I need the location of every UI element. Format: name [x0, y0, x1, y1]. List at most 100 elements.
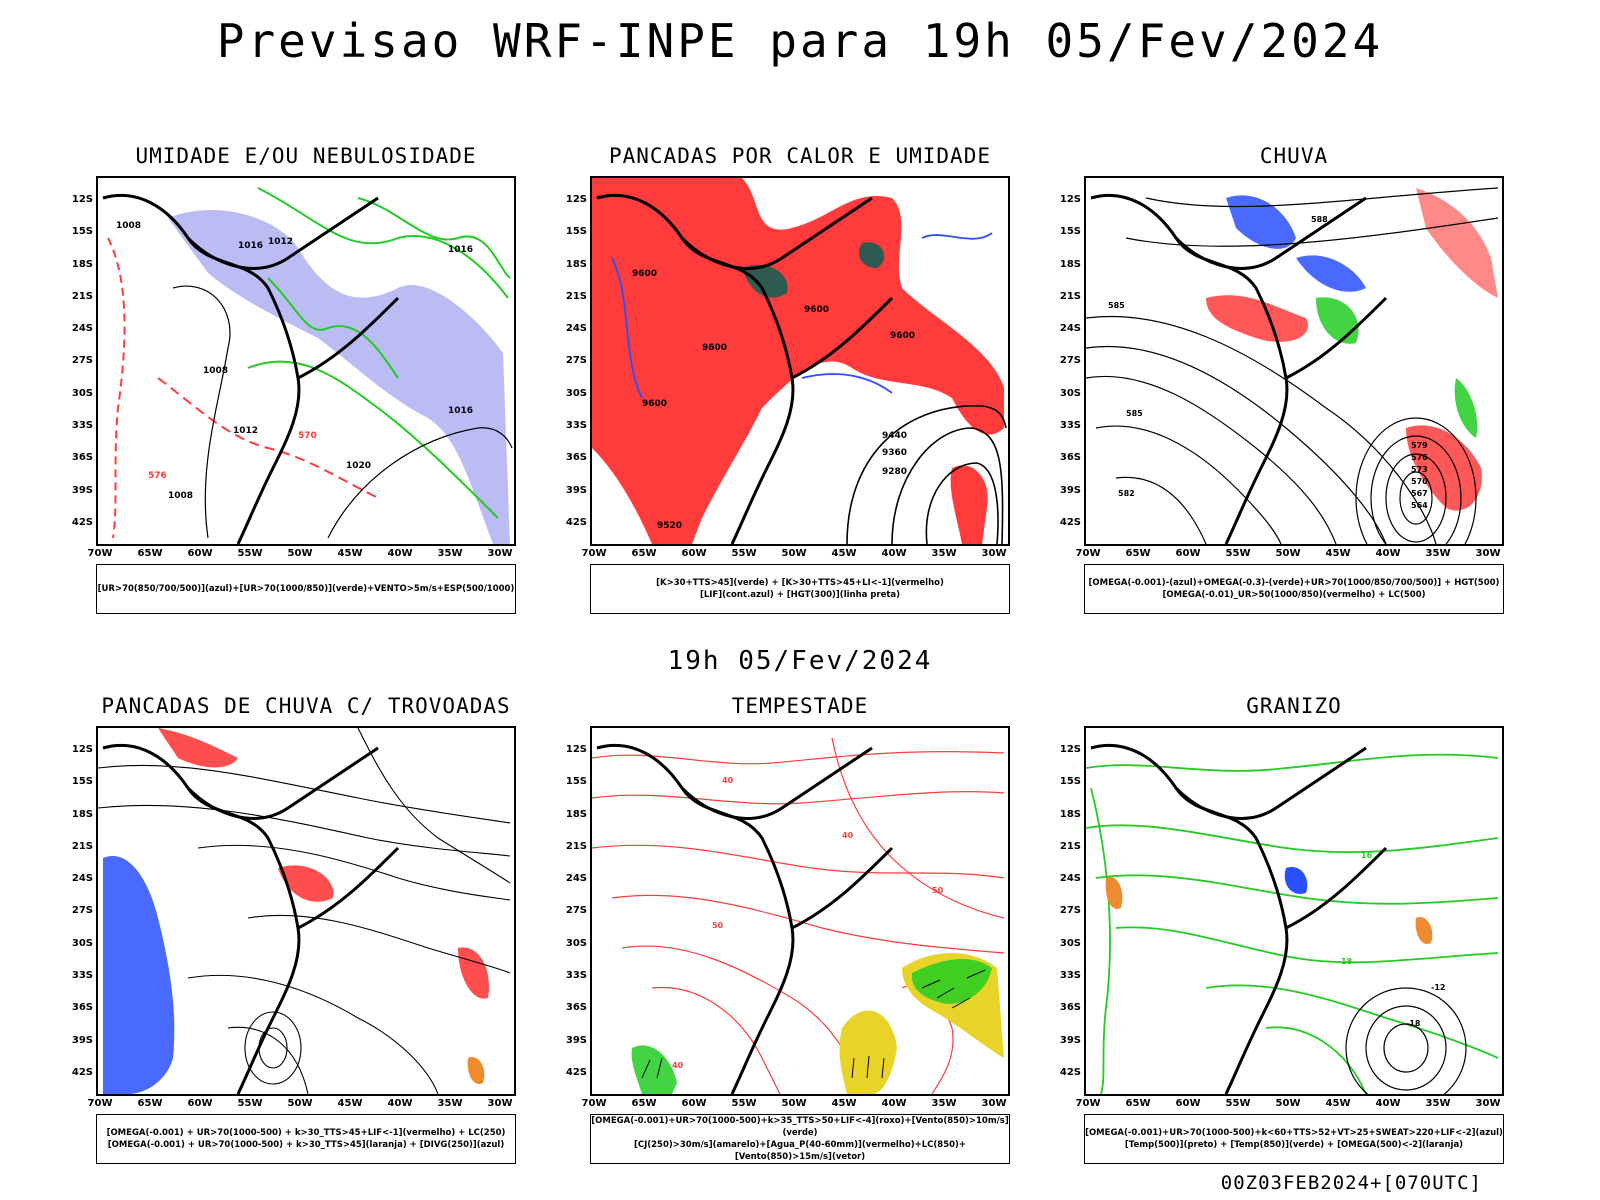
- lon-tick-label: 55W: [731, 1098, 757, 1109]
- lat-tick-label: 33S: [1059, 420, 1081, 432]
- legend-line: [Temp(500)](preto) + [Temp(850)](verde) …: [1124, 1140, 1464, 1150]
- lat-tick-label: 30S: [565, 387, 587, 399]
- continent-outline: [102, 743, 301, 1094]
- lat-tick-label: 39S: [565, 1034, 587, 1046]
- map-granizo[interactable]: -12 -18 16 18: [1084, 726, 1504, 1096]
- lon-axis: 70W 65W 60W 55W 50W 45W 40W 35W 30W: [88, 1098, 516, 1112]
- map-umidade[interactable]: 1016 1012 1016 1016 1008 1012 1020 1008 …: [96, 176, 516, 546]
- lat-tick-label: 21S: [1059, 290, 1081, 302]
- lon-tick-label: 35W: [1425, 1098, 1451, 1109]
- lat-tick-label: 12S: [565, 194, 587, 205]
- contour-red-dashed-2: [107, 237, 126, 539]
- wind-vectors: [641, 969, 986, 1079]
- lat-tick-label: 39S: [1059, 1034, 1081, 1046]
- contour-label: 585: [1108, 301, 1125, 310]
- lat-tick-label: 21S: [71, 840, 93, 852]
- lat-tick-label: 27S: [1059, 905, 1081, 917]
- lon-tick-label: 30W: [487, 1098, 513, 1109]
- contour-red-dashed: [157, 377, 379, 499]
- lon-tick-label: 40W: [387, 548, 413, 559]
- lat-tick-label: 33S: [71, 420, 93, 432]
- lon-tick-label: 50W: [287, 1098, 313, 1109]
- area-darkteal: [742, 242, 885, 298]
- lat-tick-label: 36S: [565, 452, 587, 464]
- lat-tick-label: 36S: [1059, 1002, 1081, 1014]
- country-border: [186, 746, 400, 930]
- contour-green-4: [267, 277, 399, 379]
- lon-tick-label: 55W: [1225, 548, 1251, 559]
- lon-tick-label: 55W: [237, 1098, 263, 1109]
- lat-axis: 12S 15S 18S 21S 24S 27S 30S 33S 36S 39S 42S: [61, 176, 93, 546]
- rain-red-3: [1416, 188, 1498, 298]
- jet-yellow-1: [839, 1010, 897, 1094]
- lon-tick-label: 30W: [981, 548, 1007, 559]
- contour-label: 1012: [268, 237, 293, 247]
- lat-tick-label: 24S: [565, 323, 587, 335]
- lat-tick-label: 30S: [71, 387, 93, 399]
- country-border: [680, 196, 894, 380]
- lat-tick-label: 36S: [565, 1002, 587, 1014]
- contour-label: 1016: [448, 406, 473, 416]
- lon-tick-label: 30W: [1475, 548, 1501, 559]
- area-red: [592, 178, 1004, 544]
- contour-label: 1016: [448, 245, 473, 255]
- contour-label: 579: [1411, 441, 1428, 450]
- contour-label: 588: [1311, 215, 1328, 224]
- lon-tick-label: 45W: [1325, 548, 1351, 559]
- contour-label: 9600: [702, 343, 727, 353]
- lat-tick-label: 21S: [71, 290, 93, 302]
- map-pancadas-calor[interactable]: 9600 9600 9600 9600 9600 9440 9360 9280 …: [590, 176, 1010, 546]
- continent-outline: [102, 193, 301, 544]
- panel-title: TEMPESTADE: [731, 694, 869, 718]
- lat-tick-label: 27S: [565, 905, 587, 917]
- lat-tick-label: 39S: [71, 1034, 93, 1046]
- continent-outline: [1090, 193, 1289, 544]
- lat-tick-label: 18S: [71, 258, 93, 270]
- lon-tick-label: 35W: [931, 1098, 957, 1109]
- lat-tick-label: 42S: [565, 1066, 587, 1078]
- legend-line: [K>30+TTS>45](verde) + [K>30+TTS>45+LI<-…: [656, 578, 944, 588]
- lon-tick-label: 70W: [87, 1098, 113, 1109]
- legend-line: [CJ(250)>30m/s](amarelo)+[Agua_P(40-60mm…: [633, 1140, 967, 1162]
- contour-label: 40: [842, 831, 854, 840]
- country-border: [1174, 196, 1388, 380]
- panel-title: CHUVA: [1259, 144, 1329, 168]
- legend-box: [OMEGA(-0.001)+UR>70(1000-500)+k>35_TTS>…: [590, 1114, 1010, 1164]
- panel-tempestade: TEMPESTADE 12S 15S 18S 21S 24S 27S 30S 33S 36S 39…: [566, 694, 1010, 1176]
- map-tempestade[interactable]: 40 50 40 40 50: [590, 726, 1010, 1096]
- lc-contours: [592, 737, 1005, 1094]
- legend-line: [OMEGA(-0.01)_UR>50(1000/850)(vermelho) …: [1162, 590, 1426, 600]
- continent-outline: [1090, 743, 1289, 1094]
- lon-tick-label: 40W: [881, 548, 907, 559]
- map-chuva[interactable]: 585 585 582 579 576 573 570 567 564 588: [1084, 176, 1504, 546]
- lat-tick-label: 39S: [1059, 484, 1081, 496]
- lat-tick-label: 18S: [565, 258, 587, 270]
- map-trovoadas[interactable]: [96, 726, 516, 1096]
- lon-tick-label: 60W: [187, 548, 213, 559]
- lat-tick-label: 42S: [565, 516, 587, 528]
- hail-blue: [1284, 867, 1308, 894]
- lon-tick-label: 55W: [731, 548, 757, 559]
- lon-tick-label: 65W: [1125, 548, 1151, 559]
- lon-tick-label: 35W: [931, 548, 957, 559]
- omega-orange: [1105, 877, 1433, 944]
- continent-outline: [596, 743, 795, 1094]
- lon-tick-label: 65W: [631, 1098, 657, 1109]
- contour-label: 576: [148, 471, 167, 481]
- map-canvas: 9600 9600 9600 9600 9600 9440 9360 9280 …: [592, 178, 1007, 544]
- panel-granizo: GRANIZO 12S 15S 18S 21S 24S 27S 30S 33S 36S 39S 42…: [1060, 694, 1504, 1176]
- hgt-black-1: [891, 427, 1004, 544]
- lon-tick-label: 60W: [681, 1098, 707, 1109]
- lon-tick-label: 60W: [681, 548, 707, 559]
- hgt-black-2: [846, 405, 1007, 544]
- wind-green-2: [631, 1045, 677, 1094]
- lat-tick-label: 21S: [565, 290, 587, 302]
- contour-label: 9600: [890, 331, 915, 341]
- contour-label: -12: [1431, 983, 1445, 992]
- rain-green: [1316, 297, 1478, 438]
- lon-tick-label: 65W: [1125, 1098, 1151, 1109]
- map-canvas: -12 -18 16 18: [1086, 743, 1499, 1094]
- lat-tick-label: 30S: [1059, 387, 1081, 399]
- panel-title: GRANIZO: [1246, 694, 1342, 718]
- lon-tick-label: 55W: [237, 548, 263, 559]
